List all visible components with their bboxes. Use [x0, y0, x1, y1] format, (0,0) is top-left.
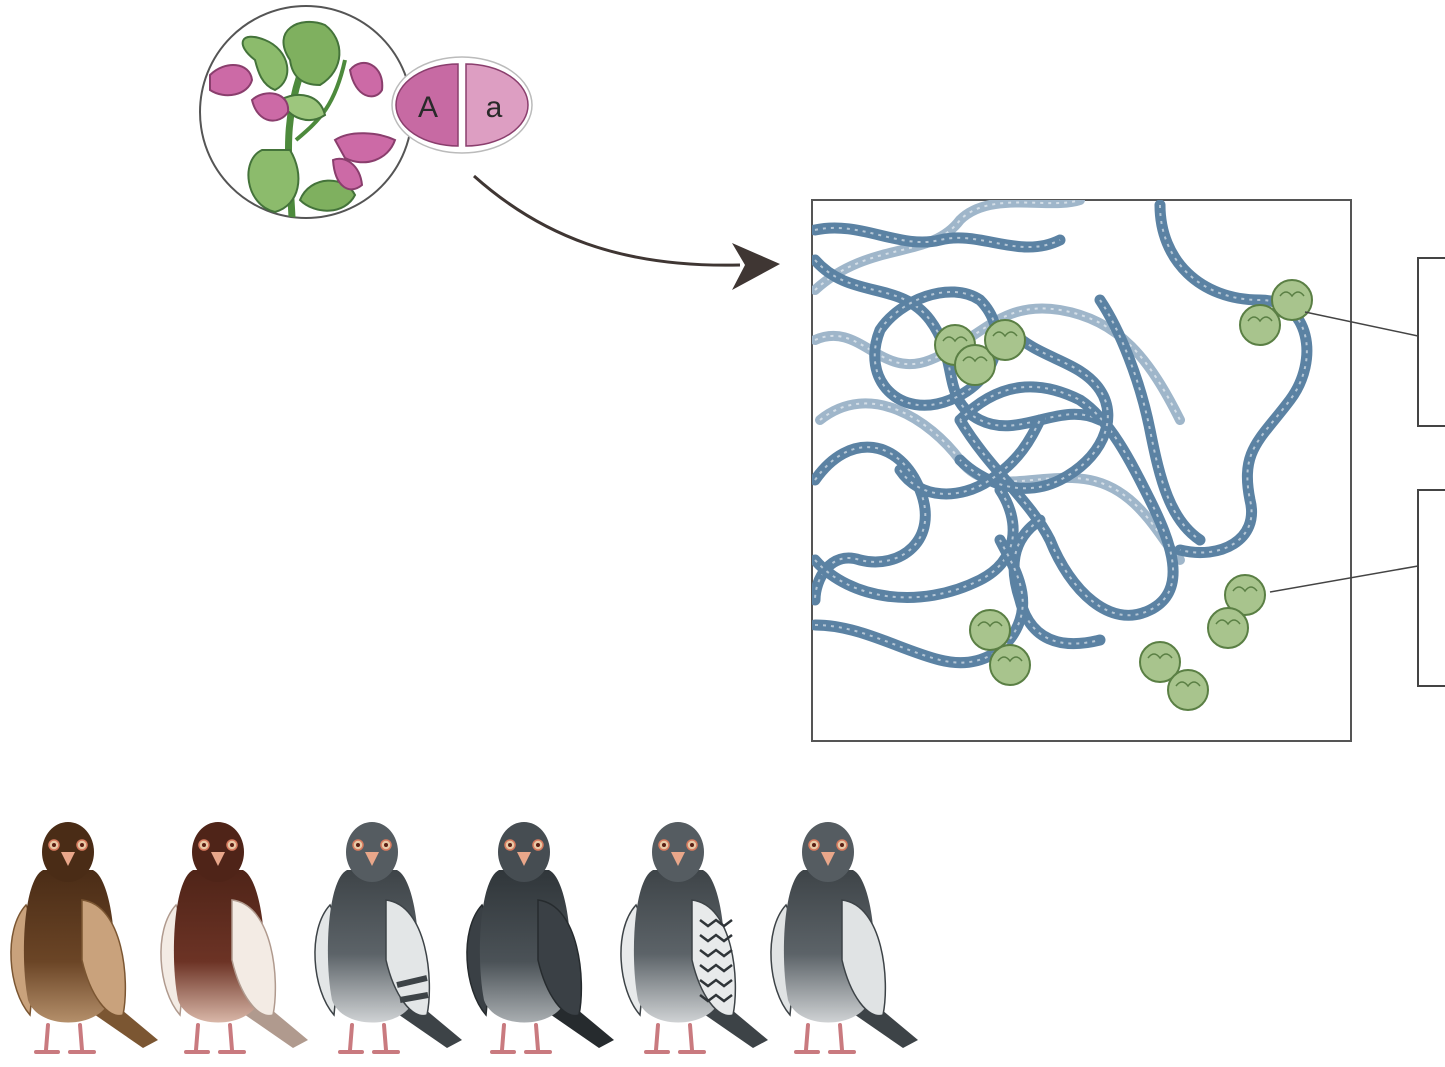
nucleosome [1167, 669, 1209, 711]
dna-strand-highlight [814, 226, 1061, 249]
nucleosome [969, 609, 1011, 651]
nucleosome [1271, 279, 1313, 321]
nucleosome [1207, 607, 1249, 649]
nucleosome-cluster [1139, 641, 1209, 711]
bracket-upper [1304, 257, 1445, 427]
allele-dominant-half [395, 63, 459, 147]
dark-pigeon-icon [466, 822, 614, 1054]
nucleosome [989, 644, 1031, 686]
pea-plant-icon [199, 5, 413, 219]
nucleosome [1239, 304, 1281, 346]
nucleosomes [934, 279, 1313, 711]
nucleosome [1139, 641, 1181, 683]
nucleosome-cluster [1239, 279, 1313, 346]
nucleosome [954, 344, 996, 386]
allele-pair: A a [391, 56, 533, 154]
nucleosome-cluster [934, 319, 1026, 386]
nucleosome [984, 319, 1026, 361]
red-pigeon-icon [160, 822, 308, 1054]
nucleosome [1224, 574, 1266, 616]
dna-strand-highlight [959, 329, 1109, 490]
nucleosome-cluster [969, 609, 1031, 686]
allele-recessive-label: a [486, 91, 503, 124]
brown-pigeon-icon [10, 822, 158, 1054]
nucleosome-cluster [1207, 574, 1266, 649]
dna-strand [894, 414, 1046, 500]
dna-strand [1094, 294, 1206, 546]
curved-arrow [473, 174, 780, 290]
allele-dominant-label: A [418, 91, 438, 124]
gray-pigeon-icon [314, 822, 462, 1054]
dna-strand-highlight [1159, 204, 1308, 554]
dna-strand [812, 534, 1029, 669]
dna-strand-highlight [814, 489, 1014, 599]
checkered-pigeon-icon [620, 822, 768, 1054]
dna-strand-highlight [814, 446, 927, 601]
allele-recessive-half [465, 63, 529, 147]
chromatin-panel [811, 199, 1352, 742]
dna-strand-highlight [814, 200, 1081, 291]
dna-strand-highlight [814, 259, 1101, 427]
bracket-lower [1269, 489, 1445, 687]
pigeon-row [10, 822, 918, 1054]
light-pigeon-icon [770, 822, 918, 1054]
